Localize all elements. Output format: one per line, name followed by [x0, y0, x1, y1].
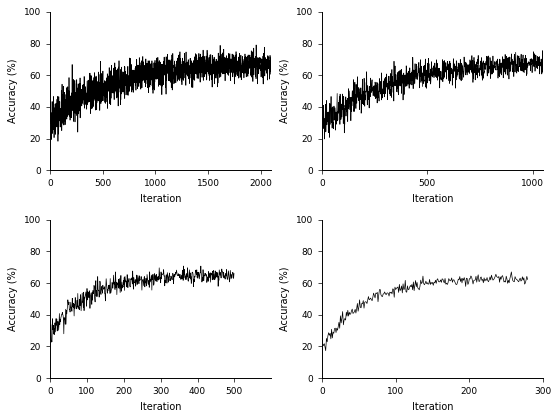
X-axis label: Iteration: Iteration [140, 402, 181, 412]
Y-axis label: Accuracy (%): Accuracy (%) [280, 59, 290, 123]
X-axis label: Iteration: Iteration [412, 194, 453, 204]
X-axis label: Iteration: Iteration [412, 402, 453, 412]
Y-axis label: Accuracy (%): Accuracy (%) [8, 59, 18, 123]
X-axis label: Iteration: Iteration [140, 194, 181, 204]
Y-axis label: Accuracy (%): Accuracy (%) [8, 267, 18, 331]
Y-axis label: Accuracy (%): Accuracy (%) [280, 267, 290, 331]
